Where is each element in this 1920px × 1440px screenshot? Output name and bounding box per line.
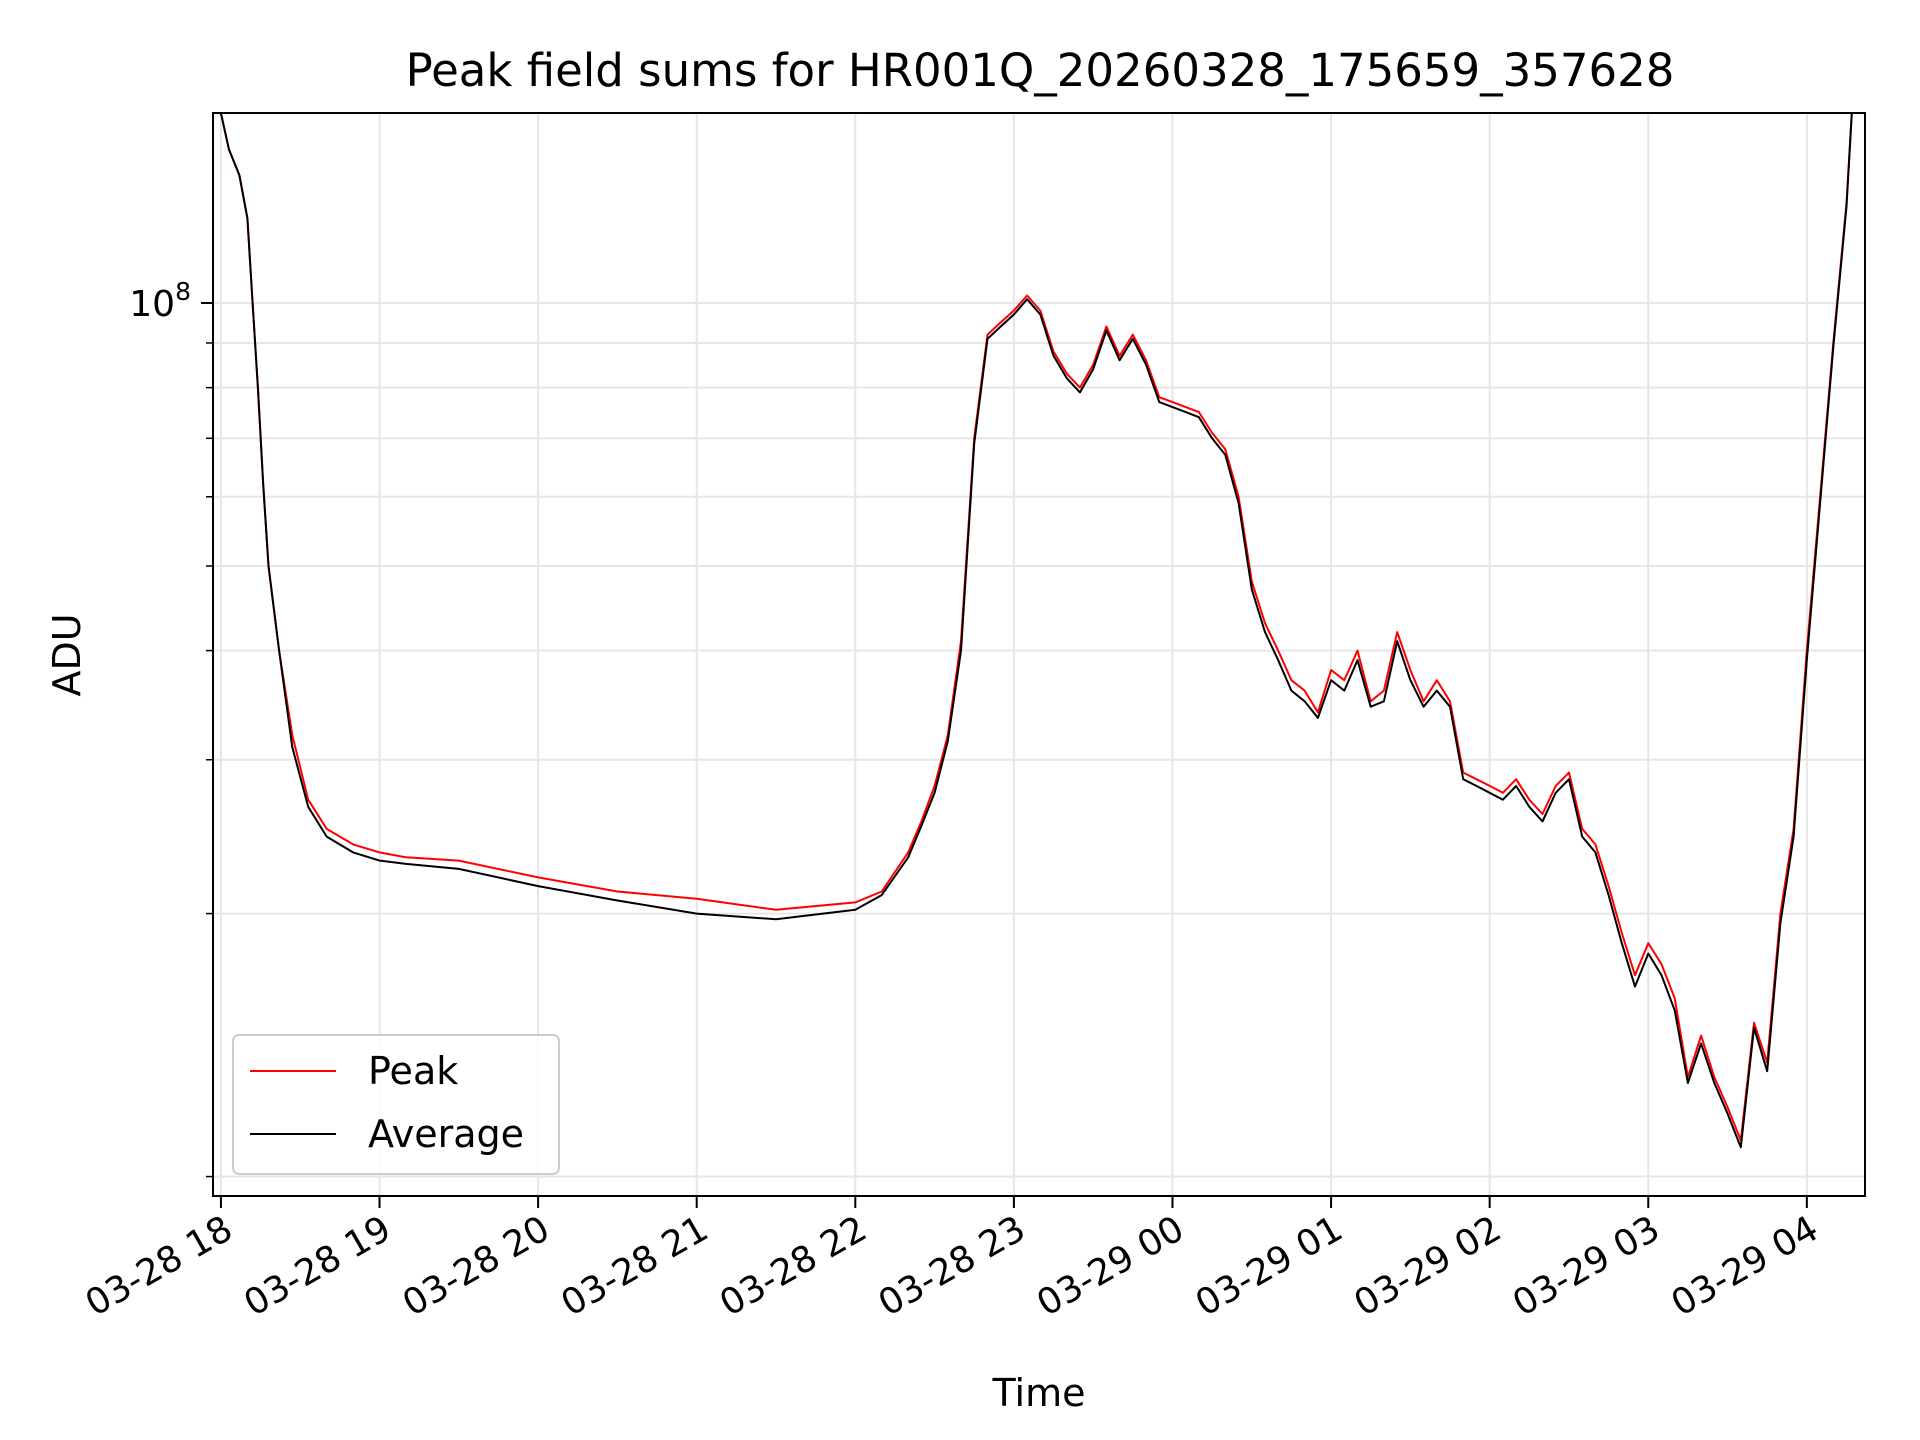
- x-axis-label: Time: [992, 1371, 1086, 1415]
- legend-label-average: Average: [368, 1112, 524, 1156]
- series-layer: [219, 113, 1853, 1149]
- chart-title: Peak field sums for HR001Q_20260328_1756…: [406, 44, 1675, 97]
- legend-box: [232, 1034, 560, 1175]
- legend-label-peak: Peak: [368, 1049, 458, 1093]
- legend: Peak Average: [232, 1034, 560, 1175]
- plot-background: [213, 113, 1865, 1196]
- y-axis-label: ADU: [45, 613, 89, 696]
- plot-frame: [212, 112, 1866, 1197]
- series-line-average: [219, 113, 1853, 1149]
- plot-area: [212, 112, 1866, 1197]
- series-line-peak: [219, 113, 1853, 1142]
